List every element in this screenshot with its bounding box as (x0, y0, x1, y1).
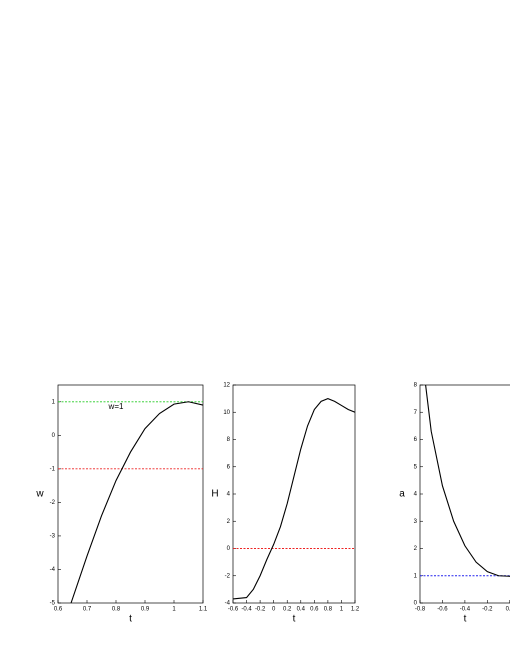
y-tick-label: 0 (227, 546, 231, 552)
y-tick-label: -3 (50, 534, 56, 540)
x-tick-label: -0.6 (228, 607, 239, 613)
axes-box (57, 384, 204, 604)
y-axis-label: w (35, 489, 44, 500)
annotation: w=1 (108, 402, 124, 411)
y-tick-label: 6 (227, 464, 231, 470)
x-tick-label: 0.4 (297, 607, 306, 613)
axes-box (232, 384, 356, 604)
x-tick-label: 1.2 (351, 607, 360, 613)
curve (233, 398, 355, 600)
x-axis-label: t (464, 614, 467, 625)
y-tick-label: 0 (414, 601, 418, 607)
x-tick-label: 1 (172, 607, 176, 613)
x-tick-label: 0.7 (83, 607, 92, 613)
x-tick-label: 1 (340, 607, 344, 613)
y-tick-label: 8 (414, 383, 418, 389)
y-tick-label: 1 (414, 573, 418, 579)
y-axis-label: a (399, 489, 405, 500)
x-tick-label: 0.0 (506, 607, 510, 613)
x-tick-label: -0.2 (482, 607, 493, 613)
y-tick-label: -1 (50, 466, 56, 472)
y-tick-label: 12 (223, 383, 230, 389)
curve (425, 385, 510, 577)
y-tick-label: -2 (50, 500, 56, 506)
x-tick-label: 1.1 (199, 607, 208, 613)
x-tick-label: -0.8 (415, 607, 426, 613)
x-tick-label: 0.8 (324, 607, 333, 613)
axes-box (419, 384, 510, 604)
x-tick-label: 0.6 (54, 607, 63, 613)
y-tick-label: 4 (414, 492, 418, 498)
x-tick-label: 0.6 (310, 607, 319, 613)
x-tick-label: -0.4 (241, 607, 252, 613)
y-tick-label: 5 (414, 464, 418, 470)
y-axis-label: H (211, 489, 218, 500)
x-tick-label: -0.4 (460, 607, 471, 613)
y-tick-label: 6 (414, 437, 418, 443)
y-tick-label: 3 (414, 519, 418, 525)
y-tick-label: 4 (227, 492, 231, 498)
x-axis-label: t (293, 614, 296, 625)
y-tick-label: -4 (50, 567, 56, 573)
y-tick-label: 10 (223, 410, 230, 416)
y-tick-label: 8 (227, 437, 231, 443)
x-tick-label: -0.6 (437, 607, 448, 613)
x-tick-label: 0.8 (112, 607, 121, 613)
y-tick-label: 0 (52, 433, 56, 439)
y-tick-label: -4 (225, 601, 231, 607)
x-tick-label: 0.9 (141, 607, 150, 613)
y-tick-label: -2 (225, 573, 231, 579)
y-tick-label: 2 (227, 519, 231, 525)
x-tick-label: 0.2 (283, 607, 292, 613)
y-tick-label: 1 (52, 399, 56, 405)
curve (70, 401, 203, 603)
x-tick-label: 0 (272, 607, 276, 613)
y-tick-label: -5 (50, 601, 56, 607)
x-tick-label: -0.2 (255, 607, 266, 613)
x-axis-label: t (129, 614, 132, 625)
y-tick-label: 7 (414, 410, 418, 416)
y-tick-label: 2 (414, 546, 418, 552)
